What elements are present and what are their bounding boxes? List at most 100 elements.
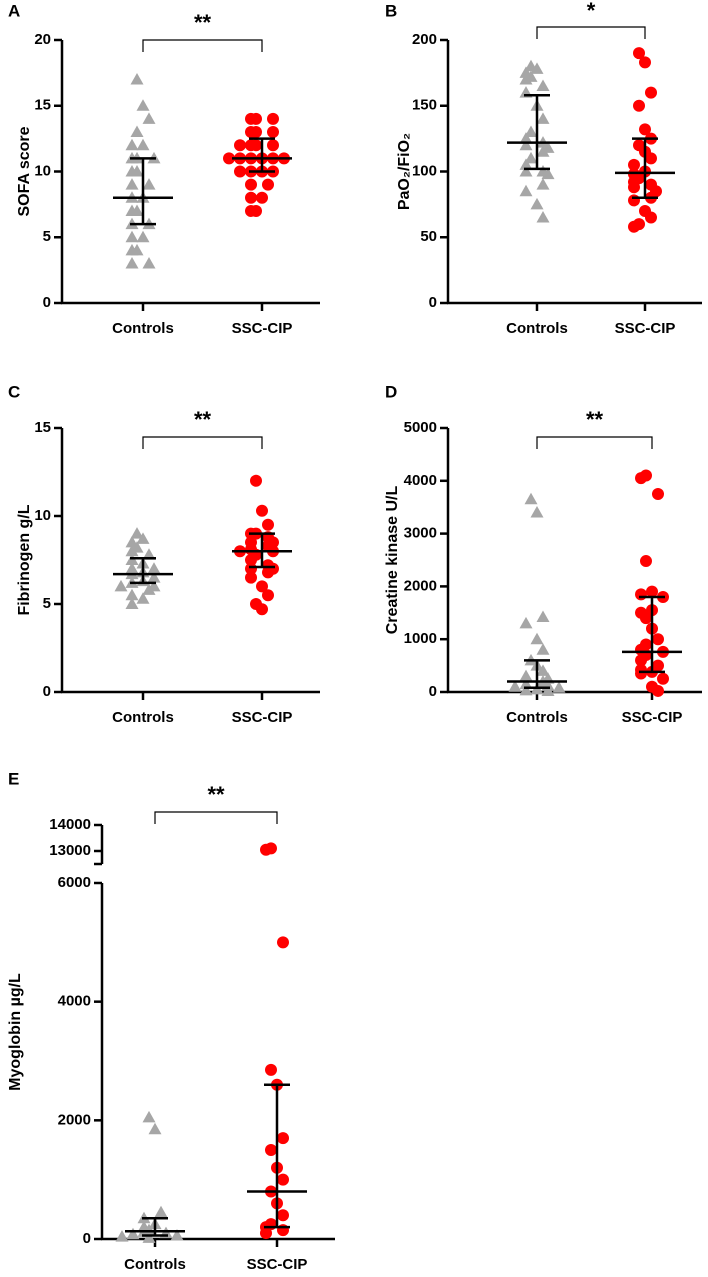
panel-label: B <box>385 1 397 20</box>
panel-label: E <box>8 769 19 788</box>
data-point <box>657 672 669 685</box>
data-point <box>536 610 550 623</box>
data-point <box>635 654 647 667</box>
data-point <box>628 181 640 194</box>
data-point <box>519 677 533 690</box>
data-point <box>142 1110 156 1123</box>
data-point <box>628 220 640 233</box>
y-tick-label: 2000 <box>404 577 437 594</box>
y-tick-label: 15 <box>34 419 51 436</box>
y-tick-label: 5 <box>43 228 51 245</box>
data-point <box>125 588 139 601</box>
data-point <box>628 194 640 207</box>
data-point <box>633 99 645 112</box>
y-tick-label: 14000 <box>49 816 91 833</box>
data-point <box>536 211 550 223</box>
y-tick-label: 4000 <box>404 472 437 489</box>
data-point <box>277 936 289 949</box>
data-point <box>125 257 139 269</box>
y-tick-label: 15 <box>34 97 51 114</box>
data-point <box>142 112 156 124</box>
data-point <box>125 544 139 557</box>
data-point <box>262 566 274 579</box>
significance-bracket <box>536 26 646 39</box>
data-point <box>519 669 533 682</box>
data-point <box>519 165 533 177</box>
data-point <box>136 592 150 604</box>
data-point <box>142 178 156 190</box>
y-tick-label: 0 <box>429 294 437 311</box>
significance-stars: ** <box>207 782 225 807</box>
y-tick-label: 150 <box>412 97 437 114</box>
data-point <box>265 1144 277 1156</box>
panel: E Myoglobin µg/L 0 2000 4000 6000 13000 14000 Co… <box>7 769 335 1273</box>
y-tick-label: 0 <box>43 683 51 700</box>
data-point <box>645 152 657 165</box>
data-point <box>147 562 161 574</box>
y-tick-label: 0 <box>83 1230 91 1247</box>
data-point <box>234 165 246 178</box>
y-tick-label: 4000 <box>58 993 91 1010</box>
data-point <box>170 1228 184 1241</box>
x-tick-label: Controls <box>506 709 568 726</box>
data-point <box>277 1173 289 1186</box>
data-point <box>652 488 664 500</box>
data-point <box>645 86 657 99</box>
x-tick-label: SSC-CIP <box>615 320 676 337</box>
data-point <box>628 158 640 171</box>
y-tick-label: 0 <box>43 294 51 311</box>
data-point <box>262 518 274 531</box>
y-tick-label: 3000 <box>404 525 437 542</box>
data-point <box>125 178 139 190</box>
y-tick-label: 200 <box>412 31 437 48</box>
data-point <box>277 1132 289 1145</box>
significance-bracket <box>154 811 278 824</box>
data-point <box>262 589 274 602</box>
data-point <box>147 571 161 583</box>
data-point <box>646 585 658 598</box>
data-point <box>536 112 550 124</box>
y-tick-label: 20 <box>34 31 51 48</box>
data-point <box>536 178 550 190</box>
data-point <box>142 1231 156 1243</box>
y-tick-label: 10 <box>34 507 51 524</box>
data-point <box>245 554 257 566</box>
data-point <box>530 197 544 210</box>
data-point <box>524 151 538 164</box>
x-tick-label: Controls <box>112 320 174 337</box>
y-tick-label: 13000 <box>49 842 91 859</box>
data-point <box>519 138 533 151</box>
data-point <box>530 62 544 74</box>
x-tick-label: Controls <box>112 709 174 726</box>
data-point <box>260 843 272 856</box>
data-point <box>541 167 555 180</box>
data-point <box>541 684 555 696</box>
x-tick-label: SSC-CIP <box>232 709 293 726</box>
data-point <box>519 683 533 696</box>
data-point <box>640 612 652 625</box>
significance-bracket <box>142 39 263 52</box>
data-point <box>530 632 544 645</box>
panel: C Fibrinogen g/L 0 5 10 15 Controls SSC-CIP ** <box>8 382 320 726</box>
data-point <box>125 165 139 177</box>
data-point <box>635 667 647 680</box>
y-tick-label: 6000 <box>58 874 91 891</box>
data-point <box>645 211 657 224</box>
y-tick-label: 5000 <box>404 419 437 436</box>
data-point <box>245 191 257 204</box>
data-point <box>126 1227 140 1240</box>
data-point <box>256 603 268 616</box>
x-tick-label: SSC-CIP <box>622 709 683 726</box>
data-point <box>130 527 144 539</box>
panel-label: D <box>385 382 397 401</box>
x-tick-label: SSC-CIP <box>247 1256 308 1273</box>
significance-bracket <box>536 436 653 449</box>
data-point <box>652 684 664 697</box>
significance-stars: * <box>587 0 596 23</box>
y-axis-label: Myoglobin µg/L <box>7 973 24 1091</box>
data-point <box>154 1205 168 1218</box>
data-point <box>262 178 274 191</box>
data-point <box>524 492 538 505</box>
data-point <box>114 579 128 592</box>
